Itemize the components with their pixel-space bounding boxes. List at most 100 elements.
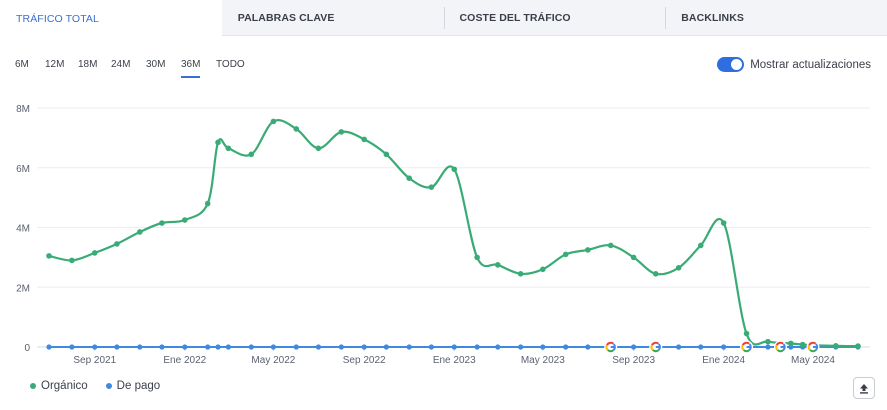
show-updates-toggle-group: Mostrar actualizaciones — [717, 57, 871, 72]
tab-coste-del-trafico[interactable]: COSTE DEL TRÁFICO — [443, 0, 666, 36]
legend-dot-organico — [30, 383, 36, 389]
data-point-de-pago — [383, 344, 389, 350]
y-tick-label: 2M — [16, 283, 30, 294]
data-point-de-pago — [721, 344, 727, 350]
data-point-de-pago — [293, 344, 299, 350]
data-point-organico — [652, 271, 659, 277]
data-point-organico — [315, 145, 322, 152]
data-point-de-pago — [406, 344, 412, 350]
tab-label: BACKLINKS — [681, 12, 744, 24]
data-point-organico — [494, 262, 501, 268]
data-point-organico — [697, 242, 704, 249]
x-tick-label: Ene 2024 — [702, 355, 745, 366]
period-24m[interactable]: 24M — [111, 59, 131, 70]
data-point-de-pago — [585, 344, 591, 350]
data-point-organico — [540, 266, 546, 273]
traffic-chart: 0 2M 4M 6M 8M Sep 2021 Ene 2022 May 2022 Sep 202… — [16, 104, 870, 366]
data-point-de-pago — [676, 344, 682, 350]
x-tick-label: May 2022 — [251, 355, 295, 366]
period-36m[interactable]: 36M — [181, 56, 201, 78]
data-point-de-pago — [361, 344, 367, 350]
data-point-organico — [855, 343, 861, 349]
data-point-organico — [114, 241, 120, 247]
upload-icon — [860, 383, 868, 394]
period-30m[interactable]: 30M — [146, 59, 166, 70]
tab-backlinks[interactable]: BACKLINKS — [665, 0, 887, 36]
show-updates-toggle[interactable] — [717, 57, 745, 72]
x-tick-label: Sep 2023 — [612, 355, 655, 366]
data-point-de-pago — [495, 344, 501, 350]
data-point-organico — [248, 151, 255, 158]
export-button[interactable] — [853, 377, 875, 399]
google-update-icon[interactable] — [773, 340, 787, 354]
data-point-organico — [270, 118, 277, 125]
period-6m[interactable]: 6M — [15, 59, 29, 70]
toggle-knob — [731, 59, 743, 70]
y-tick-label: 6M — [16, 164, 30, 175]
data-point-organico — [159, 220, 165, 226]
data-point-organico — [428, 184, 435, 190]
data-point-organico — [833, 343, 839, 349]
legend-item-de-pago[interactable]: De pago — [105, 380, 161, 392]
data-point-organico — [136, 229, 143, 235]
google-update-icon[interactable] — [806, 340, 820, 354]
y-tick-label: 8M — [16, 104, 30, 115]
data-point-de-pago — [225, 344, 231, 350]
legend-dot-de-pago — [105, 383, 112, 389]
data-point-organico — [182, 217, 188, 223]
data-point-organico — [361, 136, 367, 143]
data-point-de-pago — [428, 344, 434, 350]
data-point-de-pago — [315, 344, 322, 350]
data-point-organico — [215, 139, 221, 146]
data-point-organico — [451, 166, 458, 173]
data-point-de-pago — [205, 344, 211, 350]
tab-label: COSTE DEL TRÁFICO — [459, 12, 571, 24]
tab-palabras-clave[interactable]: PALABRAS CLAVE — [222, 0, 444, 36]
data-point-de-pago — [563, 344, 569, 350]
data-point-organico — [91, 250, 98, 256]
data-point-de-pago — [159, 344, 165, 350]
y-tick-label: 0 — [24, 343, 30, 354]
google-update-icon[interactable] — [649, 340, 663, 354]
data-point-de-pago — [698, 344, 704, 350]
tab-bar: TRÁFICO TOTAL PALABRAS CLAVE COSTE DEL T… — [0, 0, 887, 37]
data-point-de-pago — [474, 344, 480, 350]
data-point-organico — [204, 200, 211, 207]
data-point-de-pago — [46, 344, 52, 350]
data-point-de-pago — [451, 344, 457, 350]
data-point-organico — [765, 338, 771, 345]
google-update-icon[interactable] — [604, 340, 618, 354]
data-point-de-pago — [137, 344, 143, 350]
data-point-organico — [46, 253, 52, 259]
data-point-organico — [474, 254, 480, 261]
legend-label-organico: Orgánico — [41, 380, 88, 392]
x-tick-label: May 2024 — [791, 355, 835, 366]
data-point-de-pago — [69, 344, 75, 350]
legend-item-organico[interactable]: Orgánico — [30, 380, 88, 392]
chart-legend: Orgánico De pago — [30, 380, 160, 392]
period-todo[interactable]: TODO — [216, 59, 245, 70]
tab-trafico-total[interactable]: TRÁFICO TOTAL — [0, 0, 222, 37]
data-point-organico — [562, 251, 569, 258]
data-point-de-pago — [215, 344, 221, 350]
legend-label-de-pago: De pago — [116, 380, 161, 392]
show-updates-label: Mostrar actualizaciones — [750, 58, 871, 71]
data-point-organico — [293, 126, 300, 132]
data-point-organico — [788, 340, 794, 347]
period-12m[interactable]: 12M — [45, 59, 65, 70]
x-tick-label: Sep 2022 — [343, 355, 386, 366]
data-point-organico — [225, 145, 232, 152]
data-point-organico — [338, 129, 345, 135]
data-point-organico — [720, 220, 727, 226]
data-point-organico — [406, 175, 413, 182]
x-tick-label: Ene 2023 — [433, 355, 476, 366]
google-update-icon[interactable] — [740, 340, 754, 354]
data-point-organico — [517, 271, 524, 277]
data-point-organico — [585, 247, 591, 253]
data-point-de-pago — [270, 344, 276, 350]
period-18m[interactable]: 18M — [78, 59, 98, 70]
data-point-de-pago — [248, 344, 254, 350]
data-point-organico — [630, 254, 637, 261]
data-point-de-pago — [631, 344, 637, 350]
data-point-organico — [743, 330, 750, 337]
